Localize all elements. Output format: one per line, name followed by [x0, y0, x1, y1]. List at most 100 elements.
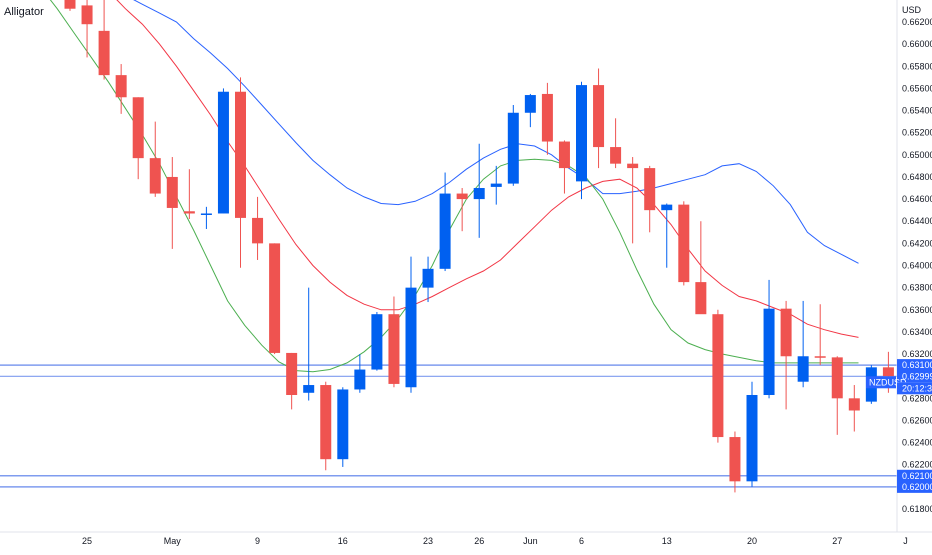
candle-body	[712, 314, 724, 438]
candles-layer	[64, 0, 894, 493]
hline-price-tag-bg	[897, 469, 932, 482]
current-price-tag-bg	[897, 370, 932, 383]
candle-bearish[interactable]	[712, 309, 724, 443]
candle-body	[286, 352, 298, 395]
candle-bullish[interactable]	[337, 387, 349, 467]
candle-bearish[interactable]	[252, 196, 264, 260]
hline-price-tag[interactable]: 0.62100	[897, 469, 932, 482]
price-axis: USD 0.66200 0.66000 0.65800 0.65600 0.65400 0.…	[896, 0, 932, 532]
candle-bullish[interactable]	[354, 354, 366, 393]
candle-body	[81, 5, 93, 25]
candle-body	[166, 176, 178, 208]
candle-bearish[interactable]	[64, 0, 76, 11]
candle-bearish[interactable]	[456, 188, 468, 232]
candle-bearish[interactable]	[593, 68, 605, 169]
candle-body	[303, 385, 315, 393]
candle-body	[320, 385, 332, 460]
candle-body	[797, 356, 809, 382]
candle-bearish[interactable]	[98, 0, 110, 80]
time-tick-label: J	[903, 536, 908, 546]
price-tick-label: 0.62800	[902, 393, 932, 403]
candle-bearish[interactable]	[831, 356, 843, 435]
candle-bearish[interactable]	[149, 121, 161, 197]
time-tick-label: 6	[579, 536, 584, 546]
candle-bullish[interactable]	[303, 287, 315, 401]
candle-bullish[interactable]	[576, 81, 587, 200]
hline-price-tag-bg	[897, 480, 932, 493]
candle-body	[610, 147, 622, 164]
candle-body	[661, 204, 673, 211]
price-tick-label: 0.62600	[902, 415, 932, 425]
hline-price-tag[interactable]: 0.62000	[897, 480, 932, 493]
candle-bearish[interactable]	[678, 201, 690, 286]
hline-price-tag[interactable]: 0.63100	[897, 359, 932, 372]
candle-bullish[interactable]	[746, 381, 758, 487]
candle-bearish[interactable]	[814, 304, 826, 366]
candle-bullish[interactable]	[473, 143, 485, 238]
price-tick-label: 0.62400	[902, 438, 932, 448]
candle-bullish[interactable]	[797, 300, 809, 388]
candle-bearish[interactable]	[235, 77, 246, 268]
price-tick-label: 0.65800	[902, 61, 932, 71]
hline-price-tag-text: 0.62100	[902, 471, 932, 481]
candle-bearish[interactable]	[695, 221, 707, 315]
indicator-label[interactable]: Alligator	[4, 6, 44, 18]
price-tick-label: 0.65600	[902, 83, 932, 93]
candle-bullish[interactable]	[405, 256, 417, 393]
candle-bullish[interactable]	[200, 206, 212, 229]
candle-body	[780, 308, 792, 357]
time-tick-label: 13	[662, 536, 672, 546]
candle-bullish[interactable]	[507, 105, 519, 186]
candle-bearish[interactable]	[541, 82, 553, 155]
candle-bullish[interactable]	[371, 311, 383, 371]
price-tick-label: 0.64800	[902, 172, 932, 182]
candle-body	[132, 97, 144, 159]
horizontal-lines-layer	[0, 364, 897, 488]
candle-bullish[interactable]	[439, 172, 451, 272]
price-tick-label: 0.66200	[902, 17, 932, 27]
price-tick-label: 0.63800	[902, 283, 932, 293]
candle-body	[235, 91, 246, 218]
candle-bullish[interactable]	[763, 279, 775, 399]
candle-bearish[interactable]	[610, 118, 622, 169]
symbol-tag[interactable]: NZDUSD	[866, 376, 907, 389]
candle-body	[627, 163, 639, 169]
time-tick-label: 25	[82, 536, 92, 546]
candle-bearish[interactable]	[627, 157, 639, 244]
price-tick-label: 0.64400	[902, 216, 932, 226]
candle-bearish[interactable]	[166, 157, 178, 249]
time-tick-label: 20	[747, 536, 757, 546]
candle-bullish[interactable]	[217, 88, 229, 214]
currency-label: USD	[902, 5, 922, 15]
candle-bearish[interactable]	[183, 169, 195, 220]
candle-bearish[interactable]	[320, 381, 332, 471]
candle-bullish[interactable]	[490, 165, 502, 205]
price-tick-label: 0.64000	[902, 261, 932, 271]
candle-bearish[interactable]	[132, 97, 144, 180]
candle-bearish[interactable]	[558, 140, 570, 194]
candle-bearish[interactable]	[388, 296, 400, 388]
candle-bullish[interactable]	[661, 203, 673, 268]
candle-body	[473, 188, 485, 200]
candle-bearish[interactable]	[269, 243, 281, 355]
candle-bearish[interactable]	[729, 431, 741, 493]
candle-bullish[interactable]	[422, 256, 434, 303]
alligator-teeth-line	[116, 0, 859, 338]
candle-body	[98, 30, 110, 76]
current-price-tag[interactable]: 0.62999	[897, 370, 932, 383]
candle-bearish[interactable]	[848, 385, 860, 432]
candle-body	[115, 75, 127, 98]
candle-bearish[interactable]	[780, 300, 792, 410]
candle-bearish[interactable]	[286, 352, 298, 410]
candle-body	[422, 268, 434, 288]
candle-body	[200, 213, 212, 215]
candle-bearish[interactable]	[115, 64, 127, 114]
candle-bearish[interactable]	[644, 165, 656, 233]
price-tick-label: 0.61800	[902, 504, 932, 514]
candle-bullish[interactable]	[524, 93, 536, 128]
candle-body	[763, 308, 775, 395]
candle-bearish[interactable]	[81, 0, 93, 58]
time-tick-label: 27	[832, 536, 842, 546]
